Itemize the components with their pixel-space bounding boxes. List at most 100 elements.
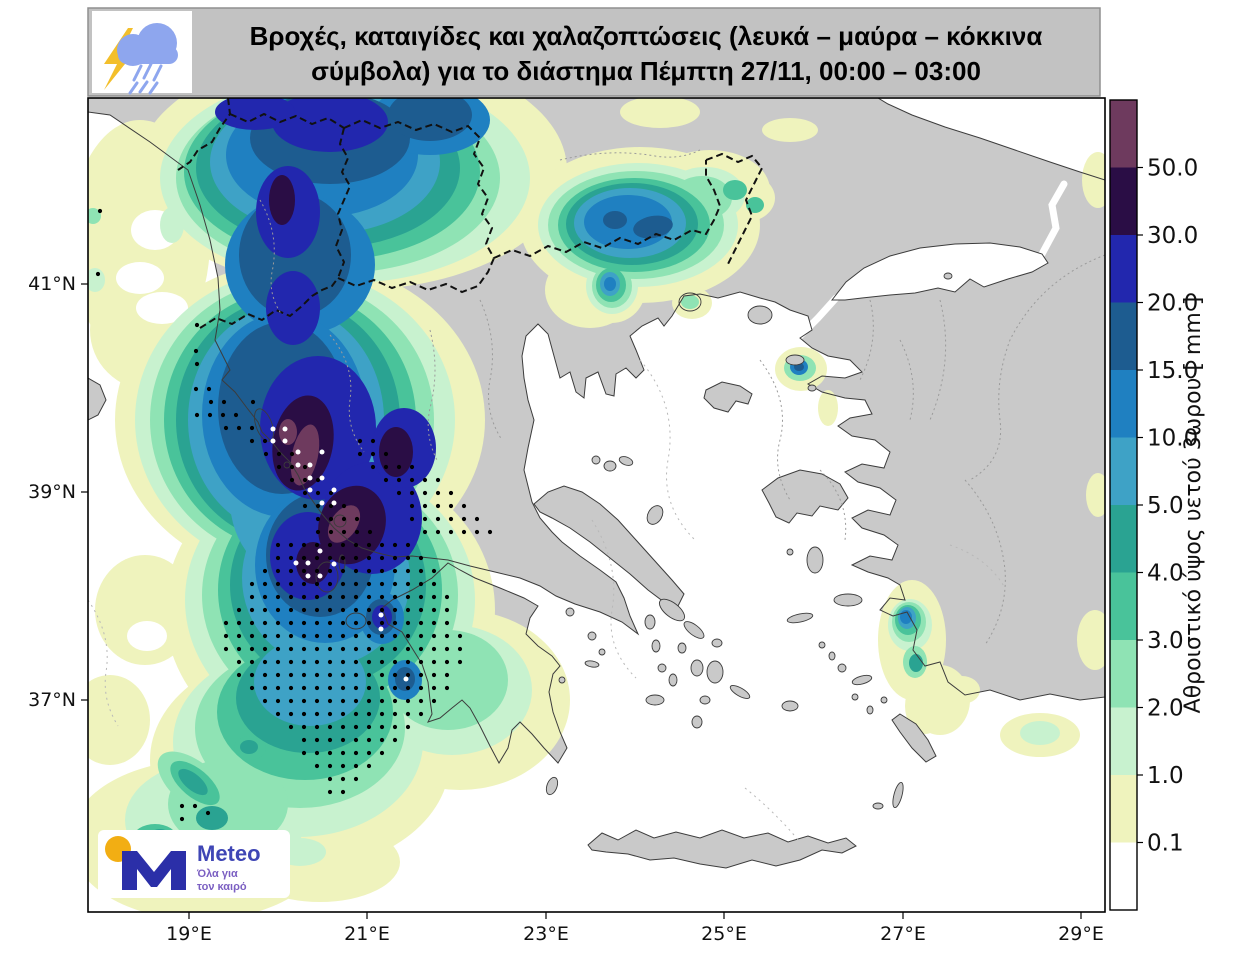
map-frame: [87, 97, 1106, 913]
lon-tick-label: 19°E: [166, 923, 212, 945]
colorbar-tick-label: 4.0: [1147, 561, 1184, 587]
colorbar-tick-label: 1.0: [1147, 763, 1184, 789]
lat-tick-label: 41°N: [28, 273, 76, 295]
country-borders: [177, 98, 764, 329]
island-milos: [645, 694, 665, 706]
island-kea: [644, 614, 656, 630]
island-poros: [598, 648, 606, 656]
island-samos: [833, 593, 863, 607]
logo-tagline-2: τον καιρό: [197, 881, 247, 893]
colorbar-tick-label: 0.1: [1147, 831, 1184, 857]
logo-brand-text: Meteo: [197, 841, 261, 866]
island-paros: [690, 659, 704, 677]
island-santorini: [691, 715, 703, 729]
island-serifos: [657, 663, 667, 673]
colorbar-tick-label: 10.0: [1147, 426, 1198, 452]
island-kythira: [545, 776, 559, 796]
island-zakynthos: [345, 612, 367, 630]
colorbar-band: [1110, 640, 1137, 709]
island-tinos: [683, 621, 705, 639]
colorbar-tick-label: 2.0: [1147, 696, 1184, 722]
islands: [254, 272, 953, 810]
title-bar: Βροχές, καταιγίδες και χαλαζοπτώσεις (λε…: [87, 7, 1101, 97]
colorbar-band: [1110, 235, 1137, 304]
island-corfu: [254, 408, 274, 442]
lat-tick-label: 37°N: [28, 689, 76, 711]
storm-symbols-black-dots: [95, 208, 493, 822]
colorbar-band: [1110, 775, 1137, 844]
meteo-logo: Meteo Όλα για τον καιρό: [98, 830, 290, 898]
longitude-axis: 19°E 21°E 23°E 25°E 27°E 29°E: [166, 912, 1104, 945]
island-kalymnos: [837, 663, 847, 673]
island-kefalonia: [315, 561, 339, 593]
island-ios: [699, 695, 711, 705]
island-leros: [828, 651, 836, 661]
colorbar-band: [1110, 707, 1137, 776]
island-astypalea: [781, 700, 799, 712]
island-imbros: [785, 354, 805, 366]
island-skyros: [646, 505, 664, 525]
lon-tick-label: 27°E: [880, 923, 926, 945]
island-marmara: [943, 272, 953, 280]
lon-tick-label: 25°E: [701, 923, 747, 945]
island-sifnos: [668, 673, 678, 687]
colorbar-frame: [1109, 99, 1138, 911]
colorbar-band: [1110, 100, 1137, 169]
island-karpathos: [892, 781, 904, 809]
island-hydra: [584, 660, 600, 668]
colorbar-tick-label: 20.0: [1147, 291, 1198, 317]
colorbar-tick-label: 15.0: [1147, 358, 1198, 384]
island-alonnisos: [618, 456, 634, 466]
island-psara: [786, 548, 794, 556]
colorbar: 50.0 30.0 20.0 15.0 10.0 5.0 4.0 3.0 2.0 1.0 0.1: [1110, 100, 1198, 911]
title-line-1: Βροχές, καταιγίδες και χαλαζοπτώσεις (λε…: [250, 21, 1043, 51]
island-samothrace: [747, 305, 773, 325]
colorbar-band: [1110, 505, 1137, 574]
island-patmos: [818, 641, 826, 649]
island-andros: [658, 598, 686, 622]
cloud-icon: [117, 23, 178, 66]
island-ikaria: [786, 612, 814, 624]
title-bar-background: [87, 7, 1101, 97]
island-amorgos: [729, 685, 751, 699]
island-paxi: [283, 461, 291, 469]
island-nisyros: [851, 693, 859, 701]
island-kasos: [872, 802, 884, 810]
colorbar-tick-label: 3.0: [1147, 628, 1184, 654]
colorbar-band: [1110, 842, 1137, 911]
island-lefkada: [333, 514, 347, 528]
lightning-icon: [104, 28, 133, 90]
lat-tick-label: 39°N: [28, 481, 76, 503]
colorbar-tick-label: 30.0: [1147, 223, 1198, 249]
logo-card: [98, 830, 290, 898]
island-naxos: [706, 660, 724, 684]
island-mykonos: [711, 638, 723, 648]
logo-tagline-1: Όλα για: [196, 868, 238, 880]
precip-level-gt50: [279, 419, 361, 543]
logo-m-icon: [122, 851, 186, 890]
island-aegina: [587, 631, 597, 641]
colorbar-tick-label: 50.0: [1147, 156, 1198, 182]
island-symi: [880, 696, 888, 704]
storm-icon: [104, 23, 178, 95]
island-kos: [851, 674, 873, 686]
colorbar-band: [1110, 437, 1137, 506]
colorbar-band: [1110, 302, 1137, 371]
bosporus-strait: [1038, 180, 1068, 258]
island-bozcaada: [807, 384, 817, 392]
island-salamis: [565, 607, 575, 617]
lon-tick-label: 29°E: [1058, 923, 1104, 945]
admin-borders: [259, 149, 1105, 646]
island-syros: [677, 642, 687, 654]
rain-streaks-icon: [128, 62, 163, 95]
colorbar-band: [1110, 370, 1137, 439]
hail-symbols-white-dots: [270, 426, 409, 682]
maritime-borders: [88, 359, 1006, 843]
colorbar-tick-label: 5.0: [1147, 493, 1184, 519]
title-line-2: σύμβολα) για το διάστημα Πέμπτη 27/11, 0…: [311, 56, 981, 86]
island-skiathos: [591, 455, 601, 465]
island-tilos: [866, 705, 874, 715]
colorbar-band: [1110, 167, 1137, 236]
island-skopelos: [603, 460, 617, 472]
